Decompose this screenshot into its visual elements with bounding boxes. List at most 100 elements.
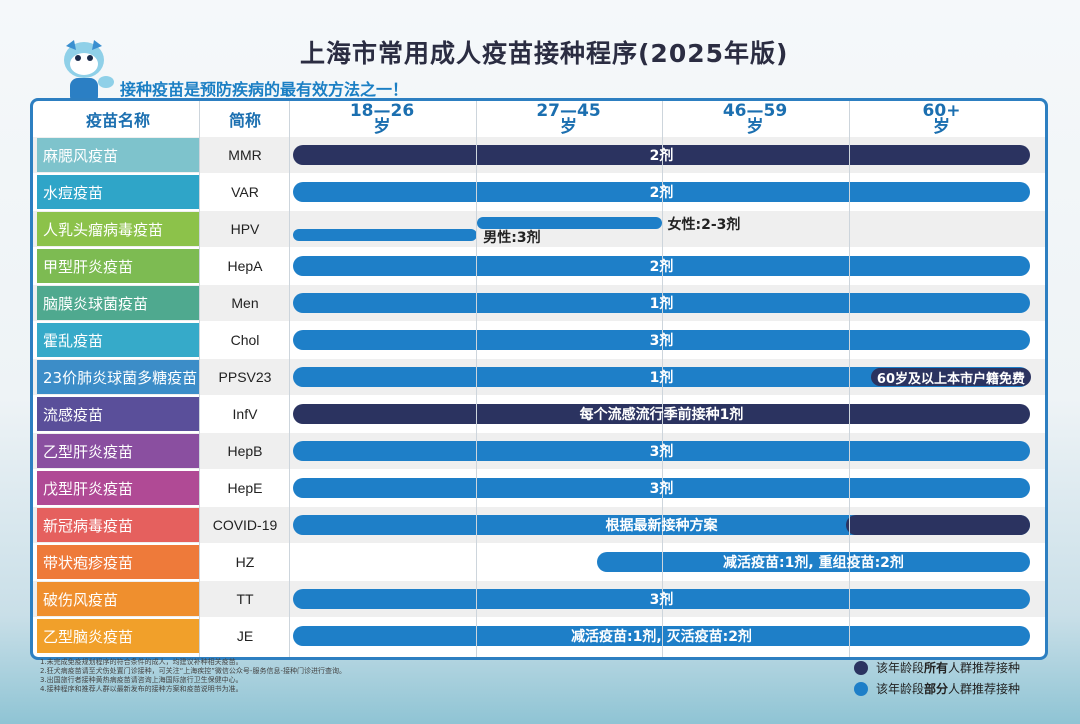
schedule-bar	[477, 217, 662, 229]
age-range: 60+	[922, 101, 961, 121]
dose-label: 1剂	[649, 370, 674, 386]
legend-part-post: 人群推荐接种	[948, 682, 1021, 696]
grid-line	[848, 101, 850, 657]
dose-label: 1剂	[649, 296, 674, 312]
schedule-table: 疫苗名称 简称 18—26 岁 27—45 岁 46—59 岁 60+ 岁 麻腮风疫苗 MMR 2…	[30, 98, 1048, 660]
grid-line	[475, 101, 477, 657]
vaccine-name: 麻腮风疫苗	[37, 138, 199, 172]
vaccine-row: 23价肺炎球菌多糖疫苗 PPSV23 1剂 60岁及以上本市户籍免费	[33, 359, 1045, 395]
schedule-bar: 减活疫苗:1剂, 重组疫苗:2剂	[597, 552, 1030, 572]
legend-part-swatch	[854, 681, 868, 696]
header-vaccine-name: 疫苗名称	[85, 111, 150, 130]
vaccine-abbr: COVID-19	[212, 517, 278, 533]
legend-part-em: 部分	[924, 682, 949, 696]
header-abbr: 简称	[228, 111, 261, 130]
schedule-bar: 2剂	[293, 145, 1030, 165]
hpv-female-label: 女性:2-3剂	[667, 217, 741, 233]
schedule-bar: 1剂	[293, 367, 1030, 387]
schedule-bar: 每个流感流行季前接种1剂	[293, 404, 1030, 424]
schedule-bar: 根据最新接种方案	[293, 515, 1030, 535]
vaccine-abbr: HepA	[227, 258, 263, 274]
vaccine-abbr: VAR	[231, 184, 259, 200]
schedule-bar: 3剂	[293, 330, 1030, 350]
free-tag: 60岁及以上本市户籍免费	[870, 368, 1031, 387]
dose-label: 减活疫苗:1剂, 灭活疫苗:2剂	[571, 629, 752, 645]
vaccine-abbr: MMR	[228, 147, 262, 163]
dose-label: 每个流感流行季前接种1剂	[579, 407, 744, 423]
vaccine-name: 甲型肝炎疫苗	[37, 249, 199, 283]
dose-label: 根据最新接种方案	[605, 518, 718, 534]
age-unit: 岁	[373, 117, 391, 137]
footnote: 1.未完成免疫规划程序的符合条件的成人，均建议补种相关疫苗。	[40, 658, 243, 666]
age-column-header: 18—26 岁	[289, 101, 475, 137]
age-column-header: 60+ 岁	[849, 101, 1035, 137]
legend-part: 该年龄段 部分 人群推荐接种	[854, 680, 1020, 697]
legend-all-pre: 该年龄段	[876, 661, 925, 675]
page-title: 上海市常用成人疫苗接种程序(2025年版)	[300, 39, 789, 68]
slogan: 接种疫苗是预防疾病的最有效方法之一！	[120, 80, 409, 99]
schedule-bar: 2剂	[293, 182, 1030, 202]
hpv-male-label: 男性:3剂	[483, 230, 541, 246]
vaccine-abbr: JE	[236, 628, 254, 644]
vaccine-name: 乙型脑炎疫苗	[37, 619, 199, 653]
dose-label: 3剂	[649, 333, 674, 349]
vaccine-row: 人乳头瘤病毒疫苗 HPV 男性:3剂 女性:2-3剂	[33, 211, 1045, 247]
footnotes: 1.未完成免疫规划程序的符合条件的成人，均建议补种相关疫苗。 2.狂犬病疫苗请至犬…	[40, 658, 346, 694]
vaccine-name: 破伤风疫苗	[37, 582, 199, 616]
legend-all-post: 人群推荐接种	[948, 661, 1021, 675]
legend-all-em: 所有	[924, 661, 949, 675]
vaccine-row: 霍乱疫苗 Chol 3剂	[33, 322, 1045, 358]
vaccine-row: 麻腮风疫苗 MMR 2剂	[33, 137, 1045, 173]
vaccine-abbr: InfV	[232, 406, 258, 422]
age-unit: 岁	[560, 117, 577, 137]
legend-part-pre: 该年龄段	[876, 682, 925, 696]
vaccine-abbr: Men	[231, 295, 259, 311]
legend-all-swatch	[854, 660, 868, 675]
legend-all: 该年龄段 所有 人群推荐接种	[854, 659, 1020, 676]
vaccine-abbr: HepB	[227, 443, 263, 459]
vaccine-row: 乙型肝炎疫苗 HepB 3剂	[33, 433, 1045, 469]
grid-line	[289, 101, 290, 657]
footnote: 4.接种程序和推荐人群以最新发布的接种方案和疫苗说明书为准。	[40, 685, 243, 693]
vaccine-name: 脑膜炎球菌疫苗	[37, 286, 199, 320]
dose-label: 2剂	[649, 259, 674, 275]
schedule-bar: 3剂	[293, 589, 1030, 609]
age-column-header: 46—59 岁	[662, 101, 848, 136]
vaccine-name: 戊型肝炎疫苗	[37, 471, 199, 505]
schedule-bar: 2剂	[293, 256, 1030, 276]
dose-label: 3剂	[649, 592, 674, 608]
dose-label: 3剂	[649, 444, 674, 460]
vaccine-row: 流感疫苗 InfV 每个流感流行季前接种1剂	[33, 396, 1045, 432]
vaccine-name: 新冠病毒疫苗	[37, 508, 199, 542]
vaccine-abbr: HZ	[235, 554, 255, 570]
age-column-header: 27—45 岁	[476, 103, 662, 137]
dose-label: 减活疫苗:1剂, 重组疫苗:2剂	[723, 555, 904, 571]
age-range: 46—59	[722, 101, 788, 121]
vaccine-row: 新冠病毒疫苗 COVID-19 根据最新接种方案	[33, 507, 1045, 543]
vaccine-row: 戊型肝炎疫苗 HepE 3剂	[33, 470, 1045, 506]
schedule-bar	[293, 229, 478, 241]
schedule-bar: 3剂	[293, 441, 1030, 461]
dose-label: 2剂	[649, 148, 674, 164]
footnote: 3.出国旅行者接种黄热病疫苗请咨询上海国际旅行卫生保健中心。	[40, 676, 243, 684]
vaccine-abbr: PPSV23	[218, 369, 272, 385]
grid-line	[199, 101, 200, 657]
vaccine-abbr: Chol	[230, 332, 260, 348]
vaccine-row: 水痘疫苗 VAR 2剂	[33, 174, 1045, 210]
schedule-bar: 减活疫苗:1剂, 灭活疫苗:2剂	[293, 626, 1030, 646]
age-range: 18—26	[349, 101, 415, 121]
vaccine-name: 带状疱疹疫苗	[37, 545, 199, 579]
vaccine-name: 流感疫苗	[37, 397, 199, 431]
vaccine-abbr: TT	[236, 591, 254, 607]
footnote: 2.狂犬病疫苗请至犬伤处置门诊接种，可关注“上海疾控”微信公众号-服务信息-接种…	[40, 667, 346, 675]
vaccine-name: 水痘疫苗	[37, 175, 199, 209]
vaccine-name: 23价肺炎球菌多糖疫苗	[37, 360, 199, 394]
age-unit: 岁	[933, 117, 950, 137]
dose-label: 2剂	[649, 185, 674, 201]
all-population-segment	[845, 515, 1030, 535]
schedule-bar: 3剂	[293, 478, 1030, 498]
dose-label: 3剂	[649, 481, 674, 497]
vaccine-row: 乙型脑炎疫苗 JE 减活疫苗:1剂, 灭活疫苗:2剂	[33, 618, 1045, 654]
vaccine-abbr: HPV	[230, 221, 260, 237]
vaccine-row: 带状疱疹疫苗 HZ 减活疫苗:1剂, 重组疫苗:2剂	[33, 544, 1045, 580]
